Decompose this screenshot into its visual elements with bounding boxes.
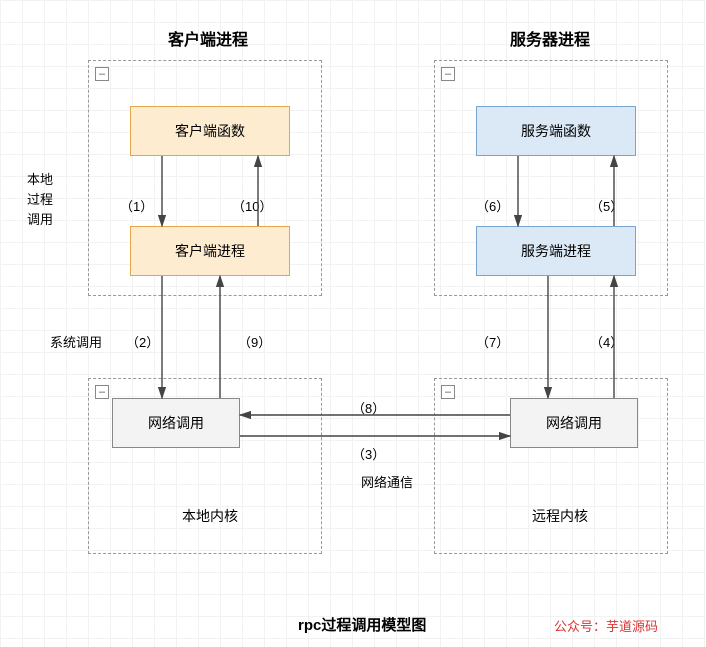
caption: rpc过程调用模型图 [298,614,426,635]
label-local-call: 本地 过程 调用 [20,170,60,230]
node-client-fn: 客户端函数 [130,106,290,156]
label-net-comm: 网络通信 [352,472,422,491]
node-net-remote: 网络调用 [510,398,638,448]
node-server-fn: 服务端函数 [476,106,636,156]
edge-label-7: （7） [476,332,509,351]
label-sys-call: 系统调用 [36,332,116,351]
credit: 公众号：芋道源码 [554,616,658,635]
edge-label-4: （4） [590,332,623,351]
edge-label-6: （6） [476,196,509,215]
edge-label-10: （10） [232,196,272,215]
edge-label-2: （2） [126,332,159,351]
edge-label-8: （8） [352,398,385,417]
label-remote-kernel: 远程内核 [520,506,600,526]
toggle-icon[interactable]: – [441,385,455,399]
node-server-proc: 服务端进程 [476,226,636,276]
label-local-kernel: 本地内核 [170,506,250,526]
edge-label-9: （9） [238,332,271,351]
header-client: 客户端进程 [148,26,268,50]
toggle-icon[interactable]: – [441,67,455,81]
edge-label-1: （1） [120,196,153,215]
edge-label-3: （3） [352,444,385,463]
node-client-proc: 客户端进程 [130,226,290,276]
node-net-local: 网络调用 [112,398,240,448]
toggle-icon[interactable]: – [95,385,109,399]
header-server: 服务器进程 [490,26,610,50]
toggle-icon[interactable]: – [95,67,109,81]
edge-label-5: （5） [590,196,623,215]
